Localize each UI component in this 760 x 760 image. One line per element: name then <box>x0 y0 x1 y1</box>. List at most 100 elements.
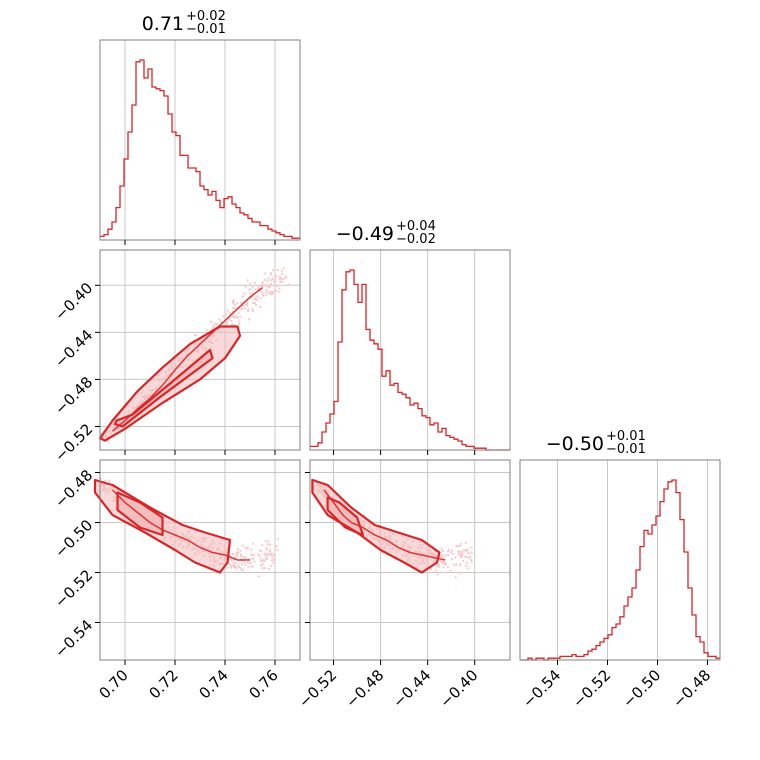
scatter-point <box>236 302 239 305</box>
scatter-point <box>251 309 254 313</box>
scatter-point <box>215 322 218 325</box>
scatter-point <box>454 576 457 579</box>
scatter-point <box>284 275 287 278</box>
scatter-point <box>470 546 473 549</box>
scatter-point <box>270 564 273 567</box>
scatter-point <box>271 277 274 280</box>
scatter-point <box>240 563 243 566</box>
histogram-step-0 <box>100 59 300 239</box>
scatter-point <box>259 289 262 293</box>
scatter-point <box>234 307 237 310</box>
title-plus: +0.01 <box>606 429 646 444</box>
scatter-point <box>257 285 260 288</box>
scatter-point <box>465 561 468 564</box>
scatter-point <box>236 316 239 320</box>
scatter-point <box>459 555 462 558</box>
scatter-point <box>458 544 461 547</box>
scatter-point <box>232 300 235 303</box>
scatter-point <box>454 556 457 559</box>
scatter-point <box>269 290 272 293</box>
scatter-point <box>447 550 450 553</box>
scatter-point <box>449 569 452 572</box>
scatter-point <box>430 568 433 571</box>
scatter-point <box>276 268 279 272</box>
scatter-point <box>243 292 246 295</box>
scatter-point <box>447 548 450 551</box>
scatter-point <box>246 279 249 282</box>
scatter-point <box>467 552 470 555</box>
scatter-point <box>466 548 469 552</box>
scatter-point <box>247 309 250 313</box>
scatter-point <box>269 543 272 546</box>
scatter-point <box>461 553 464 556</box>
scatter-point <box>441 560 444 563</box>
scatter-point <box>278 287 281 290</box>
scatter-point <box>285 284 288 287</box>
scatter-point <box>261 563 264 566</box>
scatter-point <box>266 543 269 546</box>
scatter-point <box>284 276 288 280</box>
scatter-point <box>267 277 270 280</box>
scatter-point <box>436 565 439 568</box>
scatter-point <box>224 312 227 315</box>
scatter-point <box>104 479 107 482</box>
scatter-point <box>455 562 458 566</box>
scatter-point <box>273 559 277 562</box>
scatter-point <box>241 544 245 547</box>
scatter-point <box>240 308 243 311</box>
y-tick-label: −0.48 <box>51 373 96 418</box>
scatter-point <box>451 552 454 555</box>
scatter-point <box>253 560 256 563</box>
scatter-point <box>237 563 240 566</box>
scatter-point <box>212 324 215 327</box>
scatter-point <box>440 548 443 551</box>
scatter-point <box>255 298 259 302</box>
scatter-point <box>250 553 253 556</box>
title-minus: −0.01 <box>186 22 226 37</box>
scatter-point <box>246 304 249 307</box>
panel-title-0: 0.71 +0.02−0.01 <box>142 9 226 37</box>
scatter-point <box>229 564 233 567</box>
scatter-point <box>237 312 240 315</box>
scatter-point <box>250 548 253 551</box>
scatter-point <box>251 307 254 311</box>
scatter-point <box>436 573 439 576</box>
title-median: 0.71 <box>142 13 184 35</box>
ridge-line <box>323 489 446 561</box>
scatter-point <box>258 306 262 309</box>
scatter-point <box>230 566 233 569</box>
scatter-point <box>441 550 445 553</box>
y-tick-label: −0.52 <box>51 566 96 611</box>
scatter-point <box>247 318 250 321</box>
scatter-point <box>265 288 268 291</box>
scatter-point <box>222 315 225 318</box>
scatter-point <box>234 556 237 559</box>
scatter-point <box>236 554 240 557</box>
scatter-point <box>276 548 279 552</box>
scatter-point <box>275 274 278 277</box>
scatter-point <box>265 547 268 550</box>
scatter-point <box>257 287 260 290</box>
scatter-point <box>226 319 229 322</box>
scatter-point <box>232 306 235 310</box>
contour-line <box>326 496 364 537</box>
scatter-point <box>244 557 247 560</box>
contour-line <box>93 478 232 574</box>
scatter-point <box>467 567 470 570</box>
scatter-point <box>230 323 234 326</box>
scatter-point <box>438 565 441 568</box>
y-tick-label: −0.40 <box>51 279 96 324</box>
panel-frame <box>99 249 301 451</box>
scatter-point <box>462 548 465 552</box>
y-tick-label: −0.54 <box>51 616 96 661</box>
scatter-point <box>244 564 247 567</box>
scatter-point <box>247 566 250 569</box>
x-tick-label: −0.52 <box>569 666 614 711</box>
scatter-point <box>470 560 473 563</box>
scatter-point <box>106 440 110 443</box>
scatter-point <box>241 295 244 298</box>
scatter-point <box>226 566 229 569</box>
scatter-point <box>209 320 213 324</box>
panel-frame <box>99 39 301 241</box>
scatter-point <box>269 282 273 286</box>
